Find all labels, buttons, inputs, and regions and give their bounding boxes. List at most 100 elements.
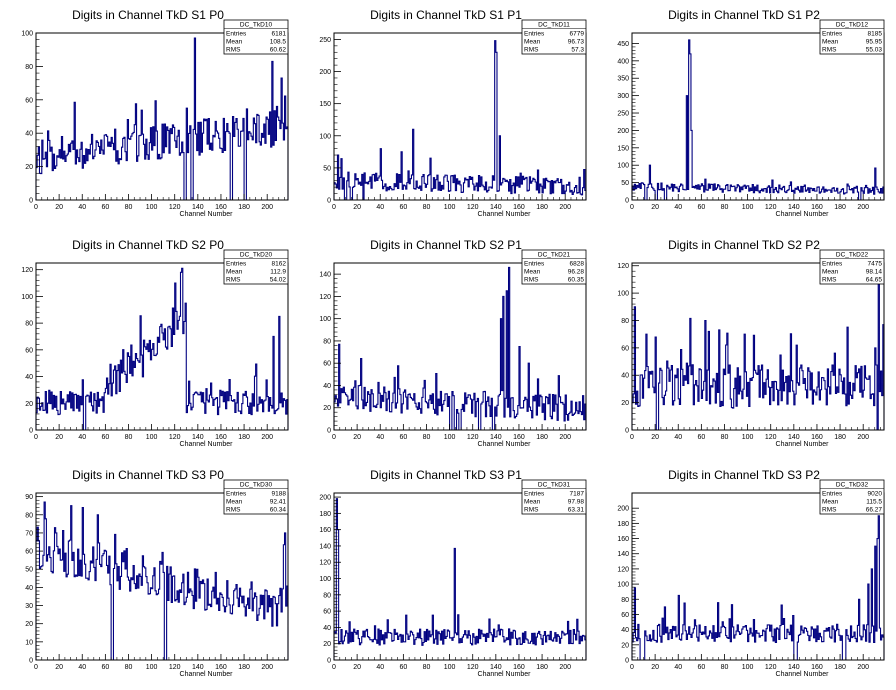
x-axis-label: Channel Number [776,211,830,218]
x-tick-label: 160 [215,204,227,211]
stats-key: Entries [226,31,247,38]
x-tick-label: 80 [125,204,133,211]
y-tick-label: 160 [617,536,629,543]
y-tick-label: 80 [323,338,331,345]
x-tick-label: 200 [559,434,571,441]
stats-value: 112.9 [270,269,286,276]
y-tick-label: 60 [323,361,331,368]
stats-box [521,19,587,55]
stats-key: Entries [822,261,843,268]
x-tick-label: 100 [444,434,456,441]
x-tick-label: 20 [353,434,361,441]
x-tick-label: 60 [101,664,109,671]
x-tick-label: 120 [169,204,181,211]
x-tick-label: 140 [490,664,502,671]
stats-key: RMS [226,277,241,284]
y-tick-label: 30 [25,603,33,610]
x-tick-label: 100 [742,204,754,211]
x-tick-label: 0 [34,664,38,671]
stats-key: RMS [822,507,837,514]
histogram-line [35,267,289,431]
x-tick-label: 0 [34,204,38,211]
y-tick-label: 50 [621,180,629,187]
histogram-line [333,40,587,201]
stats-key: Mean [226,499,243,506]
x-tick-label: 40 [674,204,682,211]
stats-value: 9188 [272,491,287,498]
x-tick-label: 140 [192,434,204,441]
stats-value: 57.3 [571,47,584,54]
histogram-line [631,39,885,201]
x-tick-label: 200 [261,204,273,211]
x-tick-label: 80 [721,664,729,671]
histogram-line [35,501,289,661]
stats-key: Mean [524,39,541,46]
stats-name: DC_TkD20 [240,252,273,259]
x-tick-label: 40 [376,204,384,211]
histogram-line [333,498,587,660]
stats-box [819,249,885,285]
x-tick-label: 180 [238,434,250,441]
x-tick-label: 120 [765,664,777,671]
histogram-pad: Digits in Channel TkD S1 P0 0 20 40 60 80 100 0… [21,8,289,218]
x-tick-label: 120 [467,434,479,441]
stats-value: 96.73 [568,39,585,46]
x-tick-label: 140 [490,434,502,441]
y-tick-label: 40 [25,585,33,592]
x-tick-label: 40 [376,434,384,441]
x-tick-label: 160 [215,434,227,441]
chart-title: Digits in Channel TkD S1 P2 [668,8,820,22]
stats-key: Mean [226,39,243,46]
x-tick-label: 60 [697,434,705,441]
stats-name: DC_TkD32 [836,482,869,489]
stats-name: DC_TkD21 [538,252,571,259]
x-tick-label: 180 [834,664,846,671]
y-tick-label: 80 [621,318,629,325]
stats-name: DC_TkD22 [836,252,869,259]
y-tick-label: 60 [323,609,331,616]
x-tick-label: 0 [630,434,634,441]
x-tick-label: 160 [215,664,227,671]
chart-title: Digits in Channel TkD S2 P2 [668,238,820,252]
stats-value: 6828 [570,261,585,268]
chart-title: Digits in Channel TkD S1 P1 [370,8,522,22]
y-tick-label: 80 [25,64,33,71]
y-tick-label: 80 [323,592,331,599]
x-tick-label: 160 [811,204,823,211]
y-tick-label: 80 [621,597,629,604]
x-tick-label: 200 [857,664,869,671]
x-tick-label: 40 [78,664,86,671]
x-tick-label: 40 [78,204,86,211]
plot-frame [631,262,885,431]
y-tick-label: 100 [319,133,331,140]
x-tick-label: 20 [651,664,659,671]
stats-key: RMS [524,277,539,284]
y-tick-label: 120 [617,566,629,573]
y-tick-label: 100 [319,576,331,583]
stats-key: Entries [226,261,247,268]
y-tick-label: 0 [29,658,33,665]
stats-value: 115.5 [866,499,882,506]
stats-value: 108.5 [270,39,287,46]
x-tick-label: 40 [674,434,682,441]
y-tick-label: 160 [319,527,331,534]
stats-key: RMS [524,47,539,54]
x-tick-label: 20 [353,664,361,671]
y-tick-label: 60 [25,347,33,354]
stats-name: DC_TkD31 [538,482,571,489]
x-tick-label: 120 [765,434,777,441]
stats-box [819,479,885,515]
x-tick-label: 40 [78,434,86,441]
y-tick-label: 20 [25,621,33,628]
stats-value: 6181 [272,31,287,38]
stats-value: 92.41 [270,499,287,506]
chart-title: Digits in Channel TkD S3 P0 [72,468,224,482]
histogram-pad: Digits in Channel TkD S3 P2 0 20 40 60 80 100 1… [617,468,885,678]
stats-name: DC_TkD11 [538,22,570,29]
x-axis-label: Channel Number [180,671,234,678]
x-axis-label: Channel Number [180,211,234,218]
y-tick-label: 50 [323,165,331,172]
y-tick-label: 100 [617,291,629,298]
y-tick-label: 90 [25,494,33,501]
